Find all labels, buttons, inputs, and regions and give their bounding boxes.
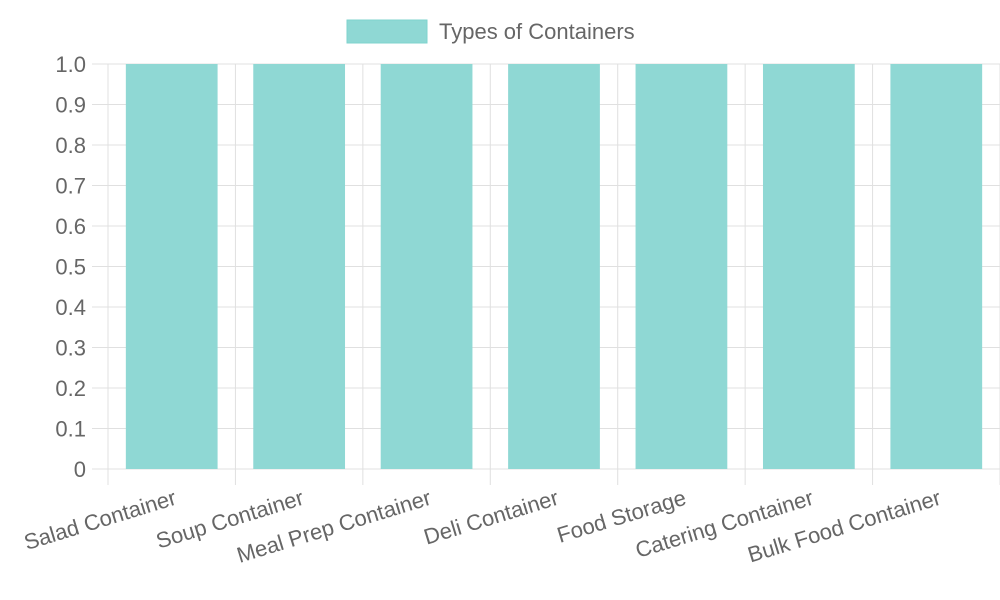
y-axis: 0 0.1 0.2 0.3 0.4 0.5 0.6 0.7 0.8 0.9 1.0 (55, 52, 109, 482)
y-tick-label: 0.3 (55, 336, 86, 361)
y-tick-label: 0.9 (55, 93, 86, 118)
y-tick-label: 0 (74, 457, 86, 482)
bar[interactable] (762, 64, 855, 469)
x-tick-label: Deli Container (421, 485, 562, 550)
bar[interactable] (380, 64, 473, 469)
bar[interactable] (508, 64, 600, 469)
y-tick-label: 1.0 (55, 52, 86, 77)
chart-legend[interactable]: Types of Containers (346, 19, 635, 44)
y-tick-label: 0.4 (55, 295, 86, 320)
bar[interactable] (635, 64, 728, 469)
y-tick-label: 0.2 (55, 376, 86, 401)
bar[interactable] (253, 64, 346, 469)
bar[interactable] (890, 64, 983, 469)
legend-label: Types of Containers (439, 19, 635, 44)
legend-swatch (346, 19, 428, 44)
x-tick-label: Salad Container (21, 485, 179, 555)
y-tick-label: 0.5 (55, 255, 86, 280)
y-tick-label: 0.7 (55, 174, 86, 199)
bar[interactable] (125, 64, 218, 469)
y-tick-label: 0.1 (55, 417, 86, 442)
bars-group (125, 64, 983, 469)
y-tick-label: 0.8 (55, 133, 86, 158)
y-tick-label: 0.6 (55, 214, 86, 239)
